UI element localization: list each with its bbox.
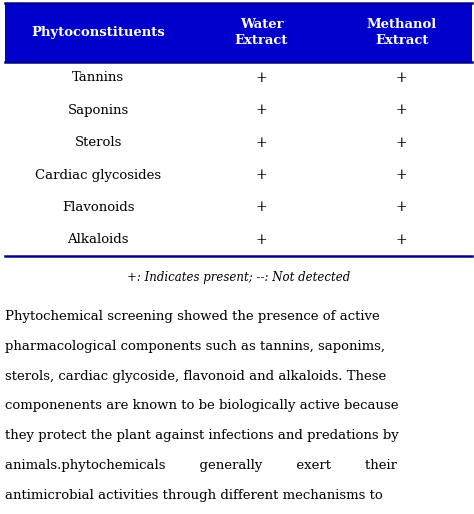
Text: Phytochemical screening showed the presence of active: Phytochemical screening showed the prese… <box>5 310 380 323</box>
Bar <box>5 62 472 94</box>
Text: they protect the plant against infections and predations by: they protect the plant against infection… <box>5 429 399 442</box>
Text: sterols, cardiac glycoside, flavonoid and alkaloids. These: sterols, cardiac glycoside, flavonoid an… <box>5 370 386 382</box>
Bar <box>5 191 472 224</box>
Text: +: + <box>255 136 267 150</box>
Text: Flavonoids: Flavonoids <box>62 201 134 214</box>
Text: +: Indicates present; --: Not detected: +: Indicates present; --: Not detected <box>127 271 350 284</box>
Text: +: + <box>255 71 267 85</box>
Text: animals.phytochemicals        generally        exert        their: animals.phytochemicals generally exert t… <box>5 459 397 472</box>
Bar <box>5 3 472 62</box>
Text: Sterols: Sterols <box>74 136 122 149</box>
Text: componenents are known to be biologically active because: componenents are known to be biologicall… <box>5 399 398 412</box>
Text: +: + <box>396 71 408 85</box>
Text: +: + <box>255 168 267 182</box>
Text: +: + <box>396 233 408 247</box>
Text: antimicrobial activities through different mechanisms to: antimicrobial activities through differe… <box>5 489 383 502</box>
Bar <box>5 224 472 256</box>
Text: Phytoconstituents: Phytoconstituents <box>31 26 165 39</box>
Text: +: + <box>255 103 267 117</box>
Text: Alkaloids: Alkaloids <box>67 233 129 246</box>
Text: Methanol
Extract: Methanol Extract <box>366 17 437 47</box>
Bar <box>5 126 472 159</box>
Text: +: + <box>396 136 408 150</box>
Text: +: + <box>255 200 267 214</box>
Bar <box>5 94 472 126</box>
Text: Water
Extract: Water Extract <box>235 17 288 47</box>
Text: +: + <box>255 233 267 247</box>
Text: +: + <box>396 168 408 182</box>
Text: +: + <box>396 200 408 214</box>
Bar <box>5 159 472 191</box>
Text: Saponins: Saponins <box>67 104 129 117</box>
Text: pharmacological components such as tannins, saponims,: pharmacological components such as tanni… <box>5 340 385 353</box>
Text: Tannins: Tannins <box>72 71 124 84</box>
Text: Cardiac glycosides: Cardiac glycosides <box>35 169 161 181</box>
Text: +: + <box>396 103 408 117</box>
